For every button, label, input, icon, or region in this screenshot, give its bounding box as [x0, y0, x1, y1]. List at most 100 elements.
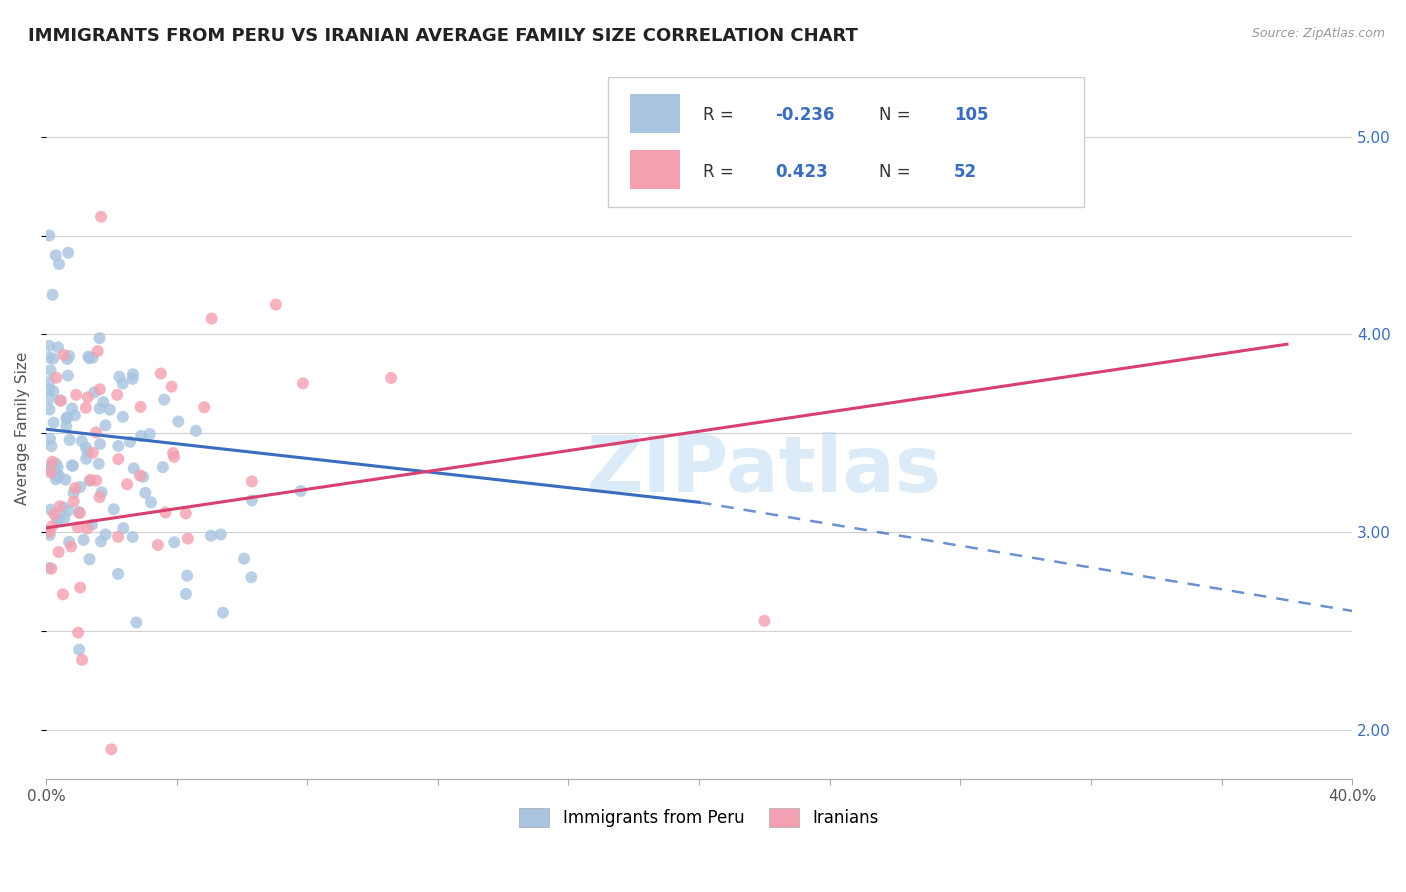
Point	[53, 511, 76, 525]
Legend: Immigrants from Peru, Iranians: Immigrants from Peru, Iranians	[513, 802, 886, 834]
Point	[163, 535, 186, 549]
Point	[60, 458, 83, 473]
Point	[163, 450, 186, 464]
Point	[65, 388, 87, 402]
Point	[52, 500, 75, 515]
Point	[139, 495, 162, 509]
Point	[44, 467, 66, 481]
Point	[89, 401, 111, 416]
Point	[122, 461, 145, 475]
Point	[45, 457, 67, 471]
Point	[70, 434, 93, 448]
Point	[46, 514, 69, 528]
Point	[41, 519, 63, 533]
Point	[121, 372, 143, 386]
Point	[212, 606, 235, 620]
Point	[38, 392, 60, 406]
Point	[72, 533, 94, 547]
Point	[60, 401, 83, 416]
Point	[111, 409, 134, 424]
Point	[55, 419, 77, 434]
Point	[105, 388, 128, 402]
Point	[149, 367, 172, 381]
Point	[48, 511, 70, 525]
Point	[160, 379, 183, 393]
Point	[146, 538, 169, 552]
Point	[201, 311, 224, 326]
Point	[55, 411, 77, 425]
Point	[380, 371, 402, 385]
Point	[69, 480, 91, 494]
Point	[39, 363, 62, 377]
Point	[193, 401, 215, 415]
Point	[45, 248, 67, 262]
Point	[60, 540, 83, 554]
Point	[49, 393, 72, 408]
Point	[67, 505, 90, 519]
Point	[53, 473, 76, 487]
Point	[80, 517, 103, 532]
Text: ZIPatlas: ZIPatlas	[586, 433, 942, 508]
Point	[89, 490, 111, 504]
Point	[290, 483, 312, 498]
Point	[115, 477, 138, 491]
Point	[38, 528, 60, 542]
Point	[70, 653, 93, 667]
Point	[38, 383, 60, 397]
Point	[52, 348, 75, 362]
FancyBboxPatch shape	[607, 78, 1084, 207]
Point	[86, 344, 108, 359]
Point	[103, 502, 125, 516]
Point	[112, 521, 135, 535]
Text: -0.236: -0.236	[775, 106, 834, 124]
Point	[38, 228, 60, 243]
Point	[82, 351, 104, 365]
Point	[240, 570, 263, 584]
Point	[94, 527, 117, 541]
Point	[121, 530, 143, 544]
Point	[125, 615, 148, 630]
Point	[122, 368, 145, 382]
Point	[67, 625, 90, 640]
Point	[58, 349, 80, 363]
Point	[38, 375, 60, 389]
Point	[41, 439, 63, 453]
Point	[62, 486, 84, 500]
Point	[38, 524, 60, 539]
Point	[240, 493, 263, 508]
Text: IMMIGRANTS FROM PERU VS IRANIAN AVERAGE FAMILY SIZE CORRELATION CHART: IMMIGRANTS FROM PERU VS IRANIAN AVERAGE …	[28, 27, 858, 45]
Point	[87, 457, 110, 471]
Point	[107, 439, 129, 453]
Point	[39, 432, 62, 446]
Point	[38, 351, 60, 365]
Point	[58, 534, 80, 549]
Point	[76, 390, 98, 404]
Point	[62, 458, 84, 473]
Point	[174, 506, 197, 520]
Point	[291, 376, 314, 391]
Point	[152, 460, 174, 475]
Point	[129, 468, 152, 483]
Point	[77, 351, 100, 366]
Point	[56, 245, 79, 260]
Point	[41, 458, 63, 472]
Point	[45, 370, 67, 384]
Text: R =: R =	[703, 162, 740, 181]
Point	[42, 351, 65, 366]
Point	[138, 427, 160, 442]
Point	[67, 642, 90, 657]
Point	[75, 401, 97, 415]
Point	[107, 530, 129, 544]
Point	[89, 331, 111, 345]
Point	[83, 385, 105, 400]
Point	[76, 445, 98, 459]
Point	[209, 527, 232, 541]
Point	[79, 473, 101, 487]
Point	[56, 352, 79, 367]
Y-axis label: Average Family Size: Average Family Size	[15, 351, 30, 505]
Point	[38, 561, 60, 575]
Text: 0.423: 0.423	[775, 162, 828, 181]
Point	[41, 562, 63, 576]
Point	[754, 614, 776, 628]
Point	[90, 210, 112, 224]
